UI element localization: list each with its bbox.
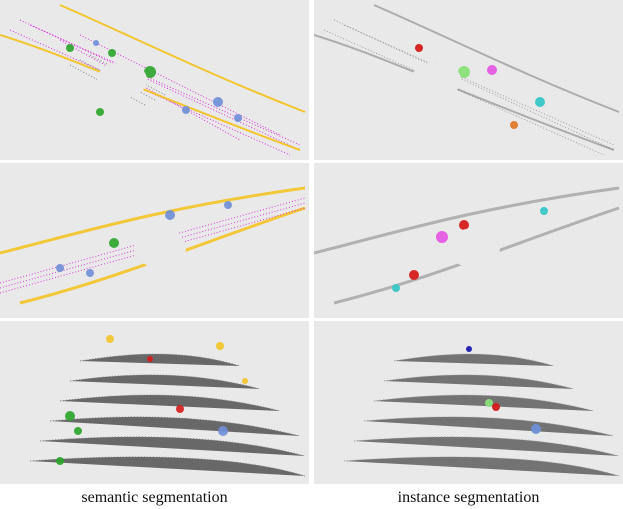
pointcloud-semantic-top — [0, 0, 309, 160]
panel-semantic-top — [0, 0, 309, 160]
caption-semantic: semantic segmentation — [81, 489, 228, 506]
pointcloud-semantic-middle — [0, 163, 309, 318]
pointcloud-instance-bottom — [314, 321, 623, 484]
segmentation-figure-grid — [0, 0, 623, 484]
pointcloud-semantic-bottom — [0, 321, 309, 484]
caption-instance: instance segmentation — [397, 489, 540, 506]
panel-instance-top — [314, 0, 623, 160]
pointcloud-instance-middle — [314, 163, 623, 318]
panel-instance-middle — [314, 163, 623, 318]
panel-semantic-bottom — [0, 321, 309, 484]
pointcloud-instance-top — [314, 0, 623, 160]
panel-instance-bottom — [314, 321, 623, 484]
panel-semantic-middle — [0, 163, 309, 318]
